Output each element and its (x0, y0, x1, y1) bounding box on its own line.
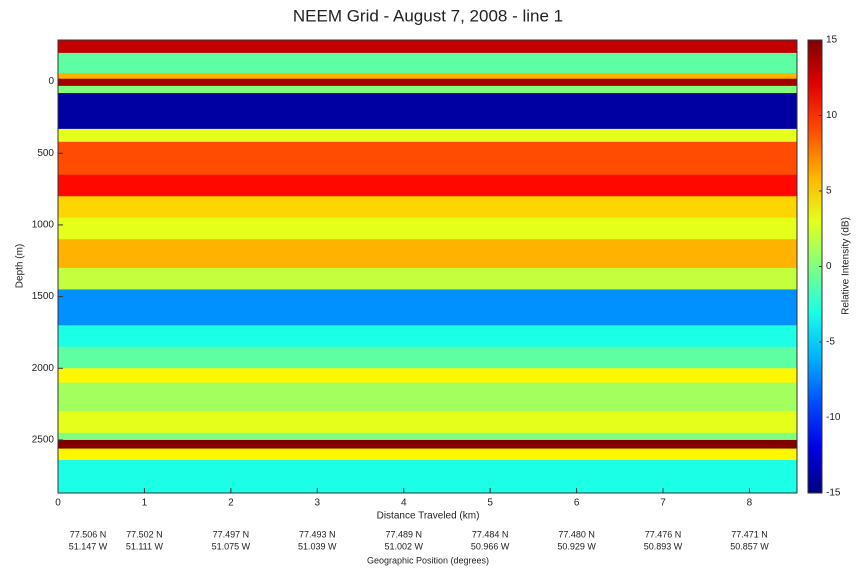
geo-lat: 77.489 N (385, 529, 422, 539)
band (58, 196, 797, 219)
x-tick-label: 2 (228, 498, 234, 509)
colorbar-tick-label: 0 (826, 261, 832, 272)
x-axis-label: Distance Traveled (km) (377, 511, 480, 522)
x-tick-label: 1 (142, 498, 148, 509)
geo-lat: 77.506 N (70, 529, 107, 539)
geo-lon: 50.966 W (471, 541, 510, 551)
y-tick-label: 1500 (32, 291, 55, 302)
x-tick-label: 5 (487, 498, 493, 509)
x-tick-label: 8 (747, 498, 753, 509)
geo-lat: 77.493 N (299, 529, 336, 539)
band (58, 239, 797, 269)
x-tick-label: 4 (401, 498, 407, 509)
colorbar-tick-label: 15 (826, 35, 838, 46)
band (58, 368, 797, 384)
band (58, 217, 797, 240)
geo-lon: 51.002 W (384, 541, 423, 551)
colorbar-tick-label: 5 (826, 186, 832, 197)
colorbar-tick-label: 10 (826, 110, 838, 121)
y-tick-label: 0 (48, 76, 54, 87)
y-tick-label: 1000 (32, 220, 55, 231)
band (58, 439, 797, 450)
x-tick-label: 3 (315, 498, 321, 509)
geo-lat: 77.480 N (558, 529, 595, 539)
band (58, 325, 797, 348)
band (58, 72, 797, 80)
geo-lat: 77.497 N (213, 529, 250, 539)
band (58, 460, 797, 494)
y-axis-label: Depth (m) (15, 244, 26, 288)
geo-lon: 51.111 W (126, 541, 164, 551)
x-tick-label: 6 (574, 498, 580, 509)
band (58, 128, 797, 143)
band (58, 174, 797, 197)
geo-lon: 50.857 W (730, 541, 769, 551)
colorbar-tick-label: -5 (826, 337, 835, 348)
geo-lon: 51.039 W (298, 541, 337, 551)
geo-lat: 77.484 N (472, 529, 509, 539)
band (58, 346, 797, 369)
geo-lon: 51.075 W (212, 541, 251, 551)
y-tick-label: 2500 (32, 435, 55, 446)
band (58, 432, 797, 441)
geo-lat: 77.476 N (645, 529, 682, 539)
band (58, 141, 797, 176)
band (58, 289, 797, 326)
band (58, 93, 797, 130)
band (58, 85, 797, 94)
band (58, 40, 797, 54)
x-tick-label: 0 (55, 498, 61, 509)
colorbar-tick-label: -10 (826, 412, 841, 423)
geo-lon: 50.929 W (557, 541, 596, 551)
geo-lat: 77.471 N (731, 529, 768, 539)
colorbar-tick-label: -15 (826, 488, 841, 499)
band (58, 411, 797, 434)
band (58, 52, 797, 74)
geo-lon: 51.147 W (69, 541, 108, 551)
band (58, 267, 797, 290)
chart-title: NEEM Grid - August 7, 2008 - line 1 (293, 6, 563, 25)
band (58, 382, 797, 412)
y-tick-label: 500 (37, 148, 54, 159)
band (58, 448, 797, 461)
x-tick-label: 7 (660, 498, 666, 509)
y-tick-label: 2000 (32, 363, 55, 374)
colorbar-label: Relative Intensity (dB) (841, 217, 852, 315)
plot-frame (57, 39, 798, 494)
geo-lon: 50.893 W (644, 541, 683, 551)
geo-label: Geographic Position (degrees) (367, 555, 489, 565)
geo-lat: 77.502 N (126, 529, 163, 539)
band (58, 78, 797, 87)
